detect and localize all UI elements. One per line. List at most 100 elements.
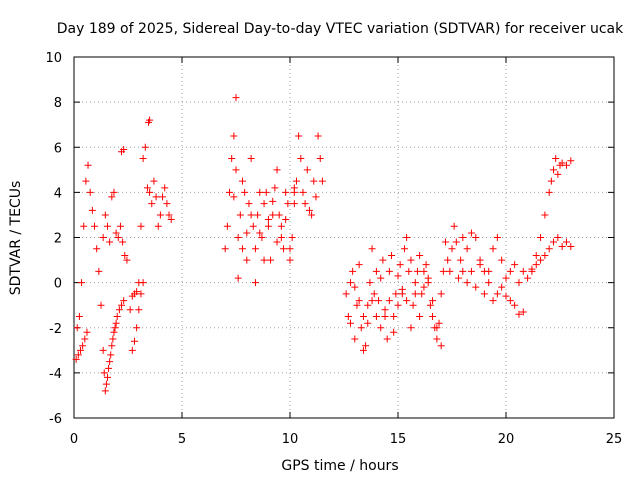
data-point — [390, 312, 398, 320]
data-point — [163, 200, 171, 208]
data-point — [165, 211, 173, 219]
data-point — [81, 335, 89, 343]
data-point — [238, 177, 246, 185]
data-point — [271, 184, 279, 192]
data-point — [433, 335, 441, 343]
data-point — [377, 274, 385, 282]
data-point — [342, 290, 350, 298]
tick-layer: 0 5 10 15 20 25 -6 -4 -2 0 2 4 6 8 10 — [45, 51, 622, 447]
data-point — [519, 308, 527, 316]
data-point — [249, 222, 257, 230]
data-point — [467, 229, 475, 237]
data-point — [292, 177, 300, 185]
data-point — [101, 211, 109, 219]
grid-layer — [74, 57, 614, 418]
data-point — [135, 306, 143, 314]
data-point — [99, 234, 107, 241]
data-point — [422, 261, 430, 269]
data-point — [148, 200, 156, 208]
data-point — [562, 238, 570, 246]
data-point — [137, 222, 145, 230]
data-point — [459, 267, 467, 275]
data-point — [411, 279, 419, 287]
data-point — [550, 238, 558, 246]
data-point — [260, 256, 268, 264]
data-point — [472, 234, 480, 241]
data-point — [541, 252, 549, 260]
data-point — [429, 297, 437, 305]
data-point — [290, 188, 298, 196]
data-point — [379, 256, 387, 264]
data-point — [280, 245, 288, 253]
data-point — [112, 319, 120, 327]
data-point — [489, 297, 497, 305]
data-point — [541, 211, 549, 219]
data-point — [277, 222, 285, 230]
data-point — [264, 222, 272, 230]
data-point — [123, 256, 131, 264]
data-point — [141, 143, 149, 151]
y-tick-label: 10 — [45, 51, 62, 66]
data-point — [267, 256, 275, 264]
data-point — [273, 166, 281, 174]
data-point — [301, 200, 309, 208]
data-point — [245, 200, 253, 208]
data-point — [359, 346, 367, 354]
data-point — [91, 222, 99, 230]
data-point — [269, 211, 277, 219]
data-point — [113, 312, 121, 320]
data-point — [109, 335, 117, 343]
data-point — [372, 312, 380, 320]
data-point — [502, 292, 510, 300]
data-point — [243, 229, 251, 237]
data-point — [112, 229, 120, 237]
data-point — [351, 283, 359, 291]
data-point — [312, 193, 320, 201]
data-point — [116, 222, 124, 230]
data-point — [84, 161, 92, 169]
data-point — [528, 267, 536, 275]
data-point — [515, 279, 523, 287]
data-point — [133, 324, 141, 332]
data-point — [238, 245, 246, 253]
data-point — [524, 274, 532, 282]
data-point — [344, 312, 352, 320]
x-tick-label: 25 — [606, 432, 623, 447]
data-point — [154, 222, 162, 230]
data-point — [247, 155, 255, 163]
data-point — [258, 234, 266, 241]
data-point — [381, 312, 389, 320]
data-point — [567, 157, 575, 165]
data-point — [558, 243, 566, 251]
data-point — [72, 355, 80, 363]
data-point — [130, 337, 138, 345]
data-point — [398, 290, 406, 298]
data-point — [459, 234, 467, 241]
data-point — [537, 234, 545, 241]
x-tick-label: 0 — [70, 432, 78, 447]
data-point — [262, 188, 270, 196]
data-point — [394, 272, 402, 280]
data-point — [407, 324, 415, 332]
data-point — [226, 188, 234, 196]
data-point — [105, 364, 113, 372]
data-point — [364, 319, 372, 327]
data-point — [156, 211, 164, 219]
data-point — [519, 267, 527, 275]
data-point — [385, 267, 393, 275]
data-point — [413, 267, 421, 275]
data-point — [308, 211, 316, 219]
x-tick-label: 5 — [178, 432, 186, 447]
data-point — [121, 252, 129, 260]
data-point — [452, 238, 460, 246]
data-point — [73, 324, 81, 332]
data-point — [95, 267, 103, 275]
data-point — [547, 177, 555, 185]
data-point — [381, 306, 389, 314]
data-point — [114, 234, 122, 241]
data-point — [282, 215, 290, 223]
data-point — [251, 279, 259, 287]
data-point — [511, 301, 519, 309]
data-point — [230, 193, 238, 201]
data-point — [146, 116, 154, 124]
